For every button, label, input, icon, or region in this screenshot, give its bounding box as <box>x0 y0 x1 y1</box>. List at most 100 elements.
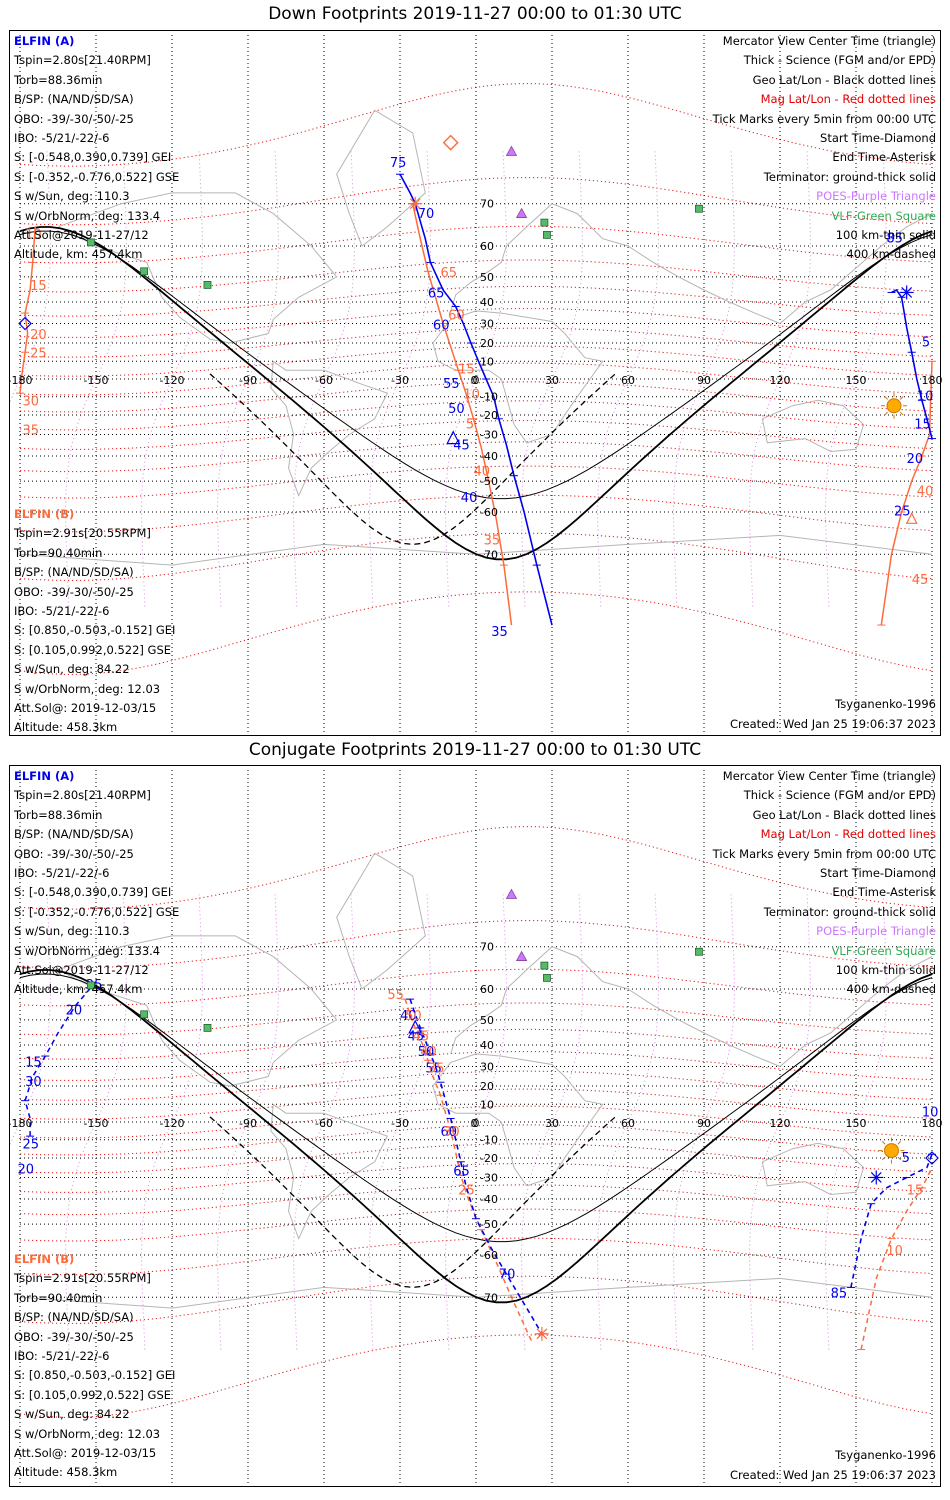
legend-line: Mercator View Center Time (triangle) <box>722 769 936 783</box>
purple-triangle-icon <box>515 207 528 218</box>
info-line: B/SP: (NA/ND/SD/SA) <box>14 565 134 580</box>
track-time-label: 60 <box>433 319 450 334</box>
sun-icon <box>886 398 902 414</box>
track-time-label: 50 <box>405 1009 422 1024</box>
lon-tick-label: -30 <box>391 1117 409 1130</box>
lat-tick-label: -40 <box>480 450 498 463</box>
lat-tick-label: 70 <box>480 198 494 211</box>
coastline <box>432 1053 604 1187</box>
info-line: B/SP: (NA/ND/SD/SA) <box>14 1310 134 1325</box>
mag-lat-line <box>19 1051 933 1081</box>
track-time-label: 20 <box>30 328 47 343</box>
legend-line: 400 km-dashed <box>846 247 936 262</box>
lon-tick-label: 120 <box>770 374 791 387</box>
legend-line: Start Time-Diamond <box>820 130 936 145</box>
info-line: S w/Sun, deg: 84.22 <box>14 1407 130 1422</box>
track-time-label: 30 <box>443 1125 460 1140</box>
info-line: S: [-0.548,0.390,0.739] GEI <box>14 150 172 165</box>
track-time-label: 35 <box>428 1062 445 1077</box>
track-time-label: 15 <box>907 1184 924 1199</box>
lon-tick-label: 0 <box>473 374 480 387</box>
legend-line: Geo Lat/Lon - Black dotted lines <box>752 72 936 87</box>
track-time-label: 60 <box>448 308 465 323</box>
legend: Mercator View Center Time (triangle) Thi… <box>713 767 936 1000</box>
green-square-icon <box>203 1024 212 1032</box>
info-line: Att.Sol@2019-11-27/12 <box>14 962 149 977</box>
legend-line: POES-Purple Triangle <box>816 924 936 939</box>
lat-tick-label: -40 <box>480 1193 498 1206</box>
info-line: S: [0.105,0.992,0.522] GSE <box>14 642 172 657</box>
mag-lat-line <box>19 1275 933 1324</box>
green-square-icon <box>203 281 212 289</box>
info-line: S w/Sun, deg: 84.22 <box>14 662 130 677</box>
track-time-label: 5 <box>466 417 474 432</box>
sun-ray <box>900 396 904 400</box>
info-line: S w/Sun, deg: 110.3 <box>14 189 130 204</box>
elfin-b-track <box>411 203 513 626</box>
track-time-label: 85 <box>831 1286 848 1301</box>
lat-tick-label: 20 <box>480 337 494 350</box>
mag-lat-line <box>19 420 933 450</box>
lat-tick-label: 10 <box>480 1098 494 1111</box>
info-line: Altitude: 458.3km <box>14 1465 118 1480</box>
track-time-label: 60 <box>441 1125 458 1140</box>
info-line: Tspin=2.91s[20.55RPM] <box>14 1271 151 1286</box>
legend-line: Mercator View Center Time (triangle) <box>722 34 936 48</box>
elfin-b-info: ELFIN (B) Tspin=2.91s[20.55RPM] Torb=90.… <box>14 505 175 738</box>
legend-line: 100 km-thin solid <box>835 227 936 242</box>
info-line: Altitude: 458.3km <box>14 720 118 735</box>
track-time-label: 65 <box>441 266 458 281</box>
terminator-ground-line <box>19 969 933 1304</box>
track-time-label: 45 <box>912 573 929 588</box>
lon-tick-label: 30 <box>545 1117 559 1130</box>
lat-tick-label: -70 <box>480 548 498 561</box>
coastline <box>450 946 933 1068</box>
info-line: S w/OrbNorm, deg: 133.4 <box>14 943 161 958</box>
coastline <box>761 399 865 453</box>
info-line: Torb=90.40min <box>14 545 103 560</box>
lat-tick-label: 50 <box>480 1014 494 1027</box>
info-line: Tspin=2.91s[20.55RPM] <box>14 526 151 541</box>
sun-ray <box>900 411 904 416</box>
asterisk-icon <box>409 198 421 210</box>
info-line: IBO: -5/21/-22/-6 <box>14 130 110 145</box>
info-line: OBO: -39/-30/-50/-25 <box>14 111 134 126</box>
lat-tick-label: 40 <box>480 1039 494 1052</box>
lat-tick-label: 60 <box>480 240 494 253</box>
elfin-a-track-east <box>850 1154 933 1288</box>
lat-tick-label: 30 <box>480 318 494 331</box>
track-time-label: 40 <box>420 1045 437 1060</box>
legend-line: End Time-Asterisk <box>832 885 936 900</box>
track-time-label: 25 <box>23 1138 40 1153</box>
sun-ray <box>881 1141 886 1145</box>
track-time-label: 25 <box>894 505 911 520</box>
lat-tick-label: -10 <box>480 391 498 404</box>
legend-line: Mag Lat/Lon - Red dotted lines <box>760 92 936 107</box>
panel-title: Conjugate Footprints 2019-11-27 00:00 to… <box>248 740 702 760</box>
track-time-label: 40 <box>917 485 934 500</box>
track-time-label: 10 <box>25 228 42 243</box>
elfin-a-name: ELFIN (A) <box>14 34 75 48</box>
info-line: B/SP: (NA/ND/SD/SA) <box>14 827 134 842</box>
mag-lat-line <box>19 1163 933 1193</box>
terminator-400km-line <box>209 373 616 546</box>
elfin-b-track <box>404 998 533 1342</box>
lat-tick-label: 10 <box>480 355 494 368</box>
track-time-label: 35 <box>491 625 508 640</box>
purple-triangle-icon <box>515 950 528 961</box>
lat-tick-label: -70 <box>480 1291 498 1304</box>
track-time-label: 15 <box>30 279 47 294</box>
info-line: Att.Sol@: 2019-12-03/15 <box>14 700 157 715</box>
mag-lat-line <box>19 259 933 293</box>
elfin-a-name: ELFIN (A) <box>14 769 75 783</box>
info-line: Tspin=2.80s[21.40RPM] <box>14 53 151 68</box>
info-line: IBO: -5/21/-22/-6 <box>14 865 110 880</box>
info-line: IBO: -5/21/-22/-6 <box>14 603 110 618</box>
lat-tick-label: -20 <box>480 1152 498 1165</box>
track-time-label: 70 <box>418 207 435 222</box>
coastline <box>270 1103 388 1240</box>
legend-line: VLF-Green Square <box>831 943 936 958</box>
elfin-a-info: ELFIN (A) Tspin=2.80s[21.40RPM] Torb=88.… <box>14 32 179 265</box>
track-time-label: 85 <box>886 231 903 246</box>
lat-tick-label: 20 <box>480 1080 494 1093</box>
